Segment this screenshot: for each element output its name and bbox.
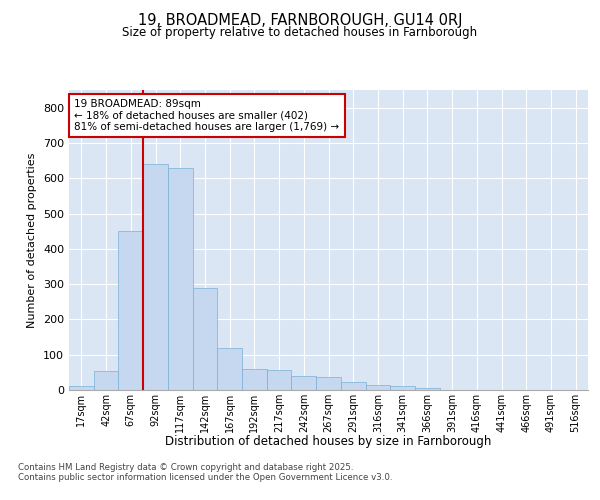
Bar bbox=[341, 382, 365, 390]
Bar bbox=[242, 369, 267, 390]
Text: Size of property relative to detached houses in Farnborough: Size of property relative to detached ho… bbox=[122, 26, 478, 39]
Text: Contains HM Land Registry data © Crown copyright and database right 2025.
Contai: Contains HM Land Registry data © Crown c… bbox=[18, 462, 392, 482]
Bar bbox=[143, 164, 168, 390]
Bar bbox=[292, 376, 316, 390]
Bar bbox=[69, 386, 94, 390]
Bar bbox=[94, 370, 118, 390]
X-axis label: Distribution of detached houses by size in Farnborough: Distribution of detached houses by size … bbox=[166, 435, 491, 448]
Bar bbox=[390, 386, 415, 390]
Bar bbox=[193, 288, 217, 390]
Bar bbox=[118, 231, 143, 390]
Y-axis label: Number of detached properties: Number of detached properties bbox=[28, 152, 37, 328]
Text: 19 BROADMEAD: 89sqm
← 18% of detached houses are smaller (402)
81% of semi-detac: 19 BROADMEAD: 89sqm ← 18% of detached ho… bbox=[74, 99, 340, 132]
Bar bbox=[316, 376, 341, 390]
Text: 19, BROADMEAD, FARNBOROUGH, GU14 0RJ: 19, BROADMEAD, FARNBOROUGH, GU14 0RJ bbox=[138, 12, 462, 28]
Bar bbox=[168, 168, 193, 390]
Bar bbox=[267, 370, 292, 390]
Bar bbox=[217, 348, 242, 390]
Bar bbox=[365, 384, 390, 390]
Bar bbox=[415, 388, 440, 390]
